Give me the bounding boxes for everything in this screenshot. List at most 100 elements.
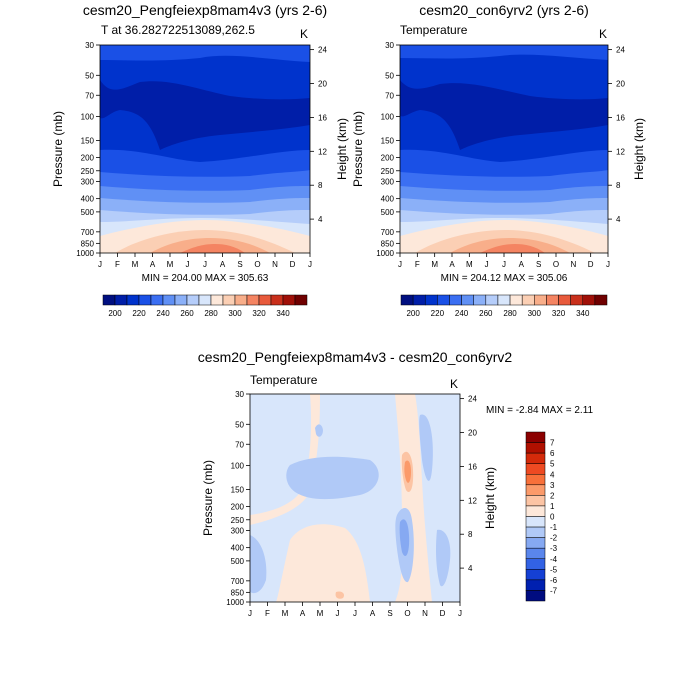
p2-colorbar-swatch [449, 294, 462, 306]
panel-1-ylabel-right: Height (km) [335, 118, 349, 180]
p3-colorbar-label: -4 [550, 555, 558, 564]
p2-colorbar-label: 220 [431, 309, 445, 318]
p3-xtick-label: F [265, 609, 270, 618]
panel-3: cesm20_Pengfeiexp8mam4v3 - cesm20_con6yr… [198, 349, 594, 618]
p1-colorbar-swatch [162, 294, 176, 306]
p3-colorbar-swatch [525, 569, 546, 581]
p1-ytick-label: 50 [85, 71, 94, 80]
p1-colorbar-label: 260 [180, 309, 194, 318]
panel-1-contour-field [100, 45, 310, 253]
panel-1-ylabel: Pressure (mb) [51, 111, 65, 187]
p1-colorbar-swatch [126, 294, 140, 306]
p2-xtick-label: O [553, 260, 559, 269]
panel-3-contour-field [250, 394, 460, 602]
p1-colorbar-swatch [174, 294, 188, 306]
p2-xtick-label: F [415, 260, 420, 269]
p3-xtick-label: J [353, 609, 357, 618]
p1-colorbar-swatch [270, 294, 284, 306]
p3-colorbar-label: -3 [550, 544, 558, 553]
p2-ytick-label: 30 [385, 41, 394, 50]
p2-xtick-label: M [466, 260, 473, 269]
p1-xtick-label: M [132, 260, 139, 269]
p2-ytick-label: 150 [381, 136, 395, 145]
p3-colorbar-swatch [525, 526, 546, 538]
p3-colorbar-swatch [525, 505, 546, 517]
p2-ytick-right-label: 24 [616, 46, 625, 55]
p2-colorbar-swatch [521, 294, 535, 306]
p2-xtick-label: J [485, 260, 489, 269]
p3-ytick-label: 200 [231, 503, 245, 512]
p3-colorbar-swatch [525, 547, 546, 559]
p1-xtick-label: D [290, 260, 296, 269]
p1-colorbar-swatch [294, 294, 308, 306]
p3-xtick-label: A [370, 609, 376, 618]
p2-ytick-label: 300 [381, 178, 395, 187]
p3-xtick-label: D [440, 609, 446, 618]
p3-colorbar-label: 4 [550, 470, 555, 479]
p3-colorbar-swatch [525, 474, 546, 486]
p2-colorbar-swatch [509, 294, 523, 306]
p1-ytick-label: 200 [81, 154, 95, 163]
p1-xtick-label: S [237, 260, 242, 269]
p1-colorbar-swatch [210, 294, 224, 306]
p1-colorbar-label: 220 [132, 309, 146, 318]
p1-colorbar-swatch [222, 294, 236, 306]
p2-colorbar-label: 340 [576, 309, 590, 318]
p1-ytick-right-label: 12 [318, 147, 327, 156]
p2-ytick-label: 1000 [376, 249, 394, 258]
p1-xtick-label: A [220, 260, 226, 269]
panel-3-ylabel-right: Height (km) [483, 467, 497, 529]
p2-ytick-right-label: 16 [616, 113, 625, 122]
p2-colorbar-swatch [497, 294, 511, 306]
p1-ytick-label: 300 [81, 178, 95, 187]
p1-colorbar-label: 320 [252, 309, 266, 318]
p3-xtick-label: M [282, 609, 289, 618]
panel-3-title: cesm20_Pengfeiexp8mam4v3 - cesm20_con6yr… [198, 349, 513, 365]
p1-ytick-label: 1000 [76, 249, 94, 258]
p1-ytick-right-label: 20 [318, 80, 327, 89]
p2-colorbar-swatch [594, 294, 608, 306]
p1-colorbar-swatch [282, 294, 296, 306]
p3-ytick-label: 250 [231, 516, 245, 525]
p3-ytick-right-label: 8 [468, 530, 473, 539]
p1-colorbar-swatch [114, 294, 128, 306]
p3-colorbar-swatch [525, 431, 546, 443]
p2-xtick-label: A [449, 260, 455, 269]
p1-ytick-label: 500 [81, 208, 95, 217]
p1-ytick-label: 400 [81, 195, 95, 204]
p1-xtick-label: F [115, 260, 120, 269]
p2-ytick-label: 850 [381, 239, 395, 248]
p3-ytick-right-label: 12 [468, 496, 477, 505]
p2-colorbar-swatch [437, 294, 450, 306]
p2-ytick-right-label: 12 [616, 147, 625, 156]
p3-ytick-label: 30 [235, 390, 244, 399]
p2-ytick-label: 200 [381, 154, 395, 163]
p2-xtick-label: J [502, 260, 506, 269]
p3-colorbar-label: -1 [550, 523, 558, 532]
p1-colorbar-label: 240 [156, 309, 170, 318]
p3-colorbar-swatch [525, 558, 546, 570]
p1-xtick-label: J [308, 260, 312, 269]
p1-colorbar-swatch [102, 294, 116, 306]
p2-ytick-right-label: 20 [616, 80, 625, 89]
p3-xtick-label: O [404, 609, 410, 618]
p2-colorbar-label: 320 [552, 309, 566, 318]
p3-xtick-label: J [336, 609, 340, 618]
p3-colorbar-label: 3 [550, 481, 555, 490]
p1-xtick-label: A [150, 260, 156, 269]
panel-1-title: cesm20_Pengfeiexp8mam4v3 (yrs 2-6) [83, 2, 327, 18]
p1-colorbar-label: 300 [228, 309, 242, 318]
p3-ytick-right-label: 4 [468, 564, 473, 573]
p3-xtick-label: J [458, 609, 462, 618]
p2-xtick-label: N [570, 260, 576, 269]
p2-ytick-label: 70 [385, 91, 394, 100]
panel-2-subtitle: Temperature [400, 23, 468, 37]
p1-colorbar-label: 340 [276, 309, 290, 318]
p3-colorbar-label: 6 [550, 449, 555, 458]
p2-colorbar-swatch [485, 294, 499, 306]
p3-colorbar-swatch [525, 579, 546, 591]
p1-xtick-label: J [186, 260, 190, 269]
p3-colorbar-swatch [525, 463, 546, 475]
panel-3-units: K [450, 377, 458, 391]
p2-ytick-right-label: 4 [616, 215, 621, 224]
